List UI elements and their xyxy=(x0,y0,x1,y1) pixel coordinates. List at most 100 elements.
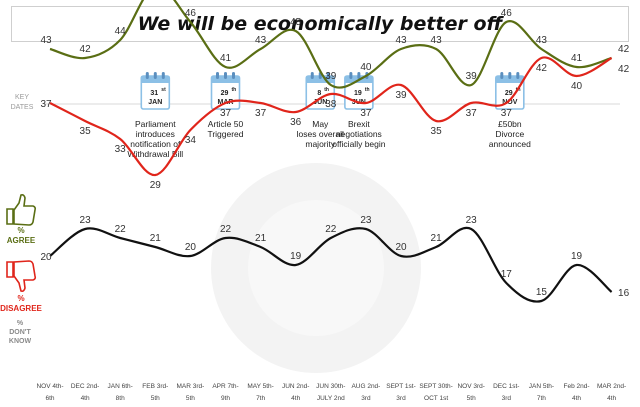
agree-data-label: 41 xyxy=(220,53,232,64)
agree-data-label: 44 xyxy=(115,26,127,37)
legend-label: AGREE xyxy=(7,236,36,245)
dont-know-data-label: 22 xyxy=(115,224,127,235)
x-tick-label: 5th xyxy=(186,395,195,402)
calendar-month: JAN xyxy=(148,99,162,106)
calendar-day: 29 xyxy=(221,90,229,97)
x-tick-label: OCT 1st xyxy=(424,395,448,402)
dont-know-data-label: 19 xyxy=(290,251,302,262)
x-tick-label: 7th xyxy=(256,395,265,402)
calendar-ring xyxy=(500,72,504,79)
key-date-caption: £50bn xyxy=(498,119,522,129)
chart-title: We will be economically better off xyxy=(137,13,503,35)
x-tick-label: JULY 2nd xyxy=(317,395,345,402)
dont-know-line xyxy=(49,226,613,303)
agree-data-label: 41 xyxy=(571,53,583,64)
disagree-data-label: 42 xyxy=(618,64,630,75)
legend-label: DON'T xyxy=(9,329,31,336)
x-tick-label: SEPT 1st- xyxy=(386,383,416,390)
dont-know-data-label: 17 xyxy=(501,269,513,280)
key-date-caption: officially begin xyxy=(332,139,386,149)
disagree-data-label: 33 xyxy=(115,144,127,155)
key-date-caption: notification of xyxy=(130,139,181,149)
calendar-month: NOV xyxy=(502,99,518,106)
x-tick-label: 3rd xyxy=(361,395,371,402)
calendar-month: JUN xyxy=(313,99,327,106)
x-tick-label: 9th xyxy=(221,395,230,402)
disagree-data-label: 37 xyxy=(466,108,478,119)
dont-know-data-label: 20 xyxy=(40,252,52,263)
x-tick-label: JUN 30th- xyxy=(316,383,345,390)
x-tick-label: 4th xyxy=(81,395,90,402)
agree-data-label: 46 xyxy=(185,8,197,19)
x-tick-label: 5th xyxy=(151,395,160,402)
calendar-header xyxy=(495,76,524,83)
calendar-icon: 31 st JAN xyxy=(140,72,171,110)
x-tick-label: 4th xyxy=(607,395,616,402)
key-date-caption: loses overall xyxy=(297,129,344,139)
agree-data-label: 43 xyxy=(255,35,267,46)
disagree-data-label: 37 xyxy=(501,108,513,119)
dont-know-data-label: 23 xyxy=(466,215,478,226)
key-date-caption: introduces xyxy=(136,129,175,139)
calendar-day-suffix: th xyxy=(324,87,329,93)
x-tick-label: 5th xyxy=(467,395,476,402)
dont-know-data-label: 20 xyxy=(395,242,407,253)
x-tick-label: AUG 2nd- xyxy=(351,383,380,390)
key-dates-label: DATES xyxy=(11,104,34,111)
x-tick-label: JUN 2nd- xyxy=(282,383,309,390)
x-tick-label: 6th xyxy=(45,395,54,402)
disagree-data-label: 37 xyxy=(220,108,232,119)
dont-know-data-label: 16 xyxy=(618,288,630,299)
agree-data-label: 43 xyxy=(395,35,407,46)
legend-label: % xyxy=(17,320,24,327)
calendar-day-suffix: st xyxy=(161,87,166,93)
x-tick-label: 8th xyxy=(116,395,125,402)
x-tick-label: FEB 3rd- xyxy=(142,383,168,390)
disagree-data-label: 37 xyxy=(40,99,52,110)
calendar-ring xyxy=(145,72,149,79)
calendar-ring xyxy=(326,72,330,79)
x-tick-label: MAY 5th- xyxy=(247,383,274,390)
disagree-data-label: 35 xyxy=(80,126,92,137)
calendar-ring xyxy=(216,72,219,79)
key-date-caption: May xyxy=(312,119,329,129)
dont-know-data-label: 23 xyxy=(80,215,92,226)
chart-title-box: We will be economically better off xyxy=(11,6,629,42)
disagree-data-label: 38 xyxy=(325,99,337,110)
calendar-ring xyxy=(232,72,235,79)
x-tick-label: JAN 5th- xyxy=(529,383,554,390)
x-tick-label: DEC 1st- xyxy=(493,383,519,390)
dont-know-data-label: 20 xyxy=(185,242,197,253)
legend-label: KNOW xyxy=(9,338,32,345)
agree-data-label: 39 xyxy=(466,71,478,82)
dont-know-data-label: 21 xyxy=(255,233,267,244)
agree-data-label: 45 xyxy=(290,17,302,28)
calendar-day: 31 xyxy=(150,90,158,97)
agree-data-label: 43 xyxy=(536,35,548,46)
agree-data-label: 42 xyxy=(618,44,630,55)
agree-data-label: 43 xyxy=(40,35,52,46)
agree-data-label: 43 xyxy=(431,35,443,46)
x-tick-label: 4th xyxy=(291,395,300,402)
dont-know-data-label: 15 xyxy=(536,287,548,298)
agree-data-label: 39 xyxy=(325,71,337,82)
disagree-data-label: 37 xyxy=(255,108,267,119)
x-tick-label: MAR 2nd- xyxy=(597,383,626,390)
key-date-caption: Divorce xyxy=(495,129,524,139)
x-tick-label: MAR 3rd- xyxy=(176,383,204,390)
legend-label: % xyxy=(17,294,24,303)
agree-data-label: 46 xyxy=(501,8,513,19)
key-date-caption: Withdrawal Bill xyxy=(127,149,183,159)
x-tick-label: SEPT 30th- xyxy=(419,383,452,390)
agree-data-label: 40 xyxy=(360,62,372,73)
calendar-ring xyxy=(516,72,520,79)
x-tick-label: NOV 4th- xyxy=(36,383,63,390)
disagree-data-label: 37 xyxy=(360,108,372,119)
disagree-data-label: 39 xyxy=(395,90,407,101)
key-date-caption: Parliament xyxy=(135,119,176,129)
disagree-data-label: 29 xyxy=(150,180,162,191)
key-date-caption: majority xyxy=(305,139,336,149)
legend-label: DISAGREE xyxy=(0,304,42,313)
